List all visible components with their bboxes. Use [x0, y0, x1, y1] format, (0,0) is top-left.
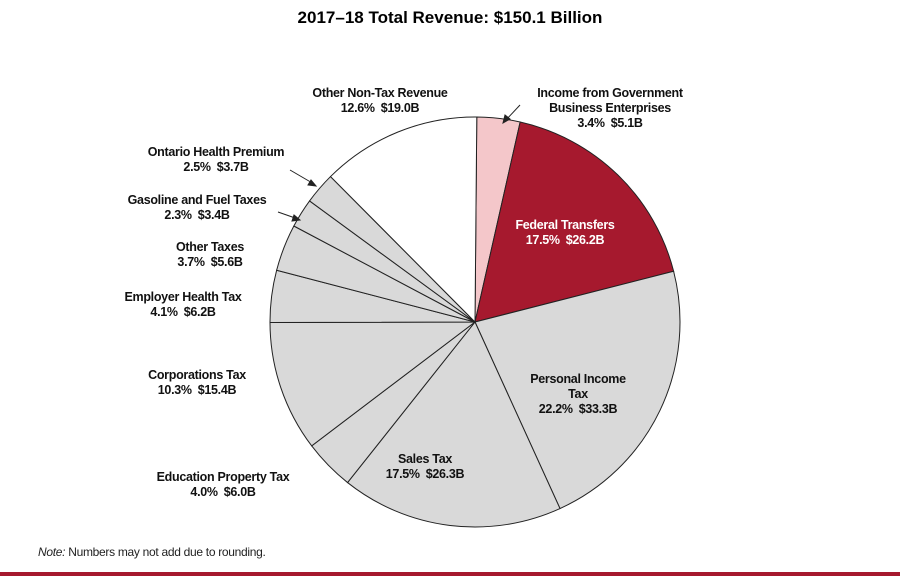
note-text: Numbers may not add due to rounding. — [68, 545, 266, 559]
slice — [346, 321, 561, 528]
amount-label: $33.3B — [578, 402, 618, 416]
slice-label: Ontario Health Premium 2.5% $3.7B — [121, 145, 311, 175]
slice-label: Corporations Tax 10.3% $15.4B — [117, 368, 277, 398]
arrow-head — [502, 114, 511, 125]
percent-label: 2.3% — [164, 208, 192, 222]
footer-rule — [0, 572, 900, 576]
slices — [269, 116, 681, 528]
category-name: Sales Tax — [397, 452, 453, 466]
category-name: Income from Government Business Enterpri… — [537, 86, 683, 115]
amount-label: $5.1B — [610, 116, 643, 130]
slice — [474, 121, 675, 323]
note-label: Note: — [38, 545, 66, 559]
amount-label: $6.0B — [223, 485, 256, 499]
chart-title: 2017–18 Total Revenue: $150.1 Billion — [297, 8, 603, 27]
slice — [269, 321, 477, 447]
percent-label: 10.3% — [157, 383, 192, 397]
category-name: Personal Income Tax — [530, 372, 626, 401]
amount-label: $5.6B — [210, 255, 243, 269]
arrows — [277, 104, 521, 222]
slice — [474, 270, 681, 510]
amount-label: $26.2B — [565, 233, 605, 247]
value-line: 17.5% $26.3B — [365, 467, 485, 482]
percent-label: 17.5% — [385, 467, 420, 481]
slice-label: Income from Government Business Enterpri… — [515, 86, 705, 131]
category-name: Corporations Tax — [148, 368, 246, 382]
slice-label: Sales Tax 17.5% $26.3B — [365, 452, 485, 482]
slice-label: Other Taxes 3.7% $5.6B — [150, 240, 270, 270]
value-line: 12.6% $19.0B — [295, 101, 465, 116]
category-name: Federal Transfers — [515, 218, 615, 232]
percent-label: 2.5% — [183, 160, 211, 174]
amount-label: $3.4B — [197, 208, 230, 222]
slice-label: Other Non-Tax Revenue 12.6% $19.0B — [295, 86, 465, 116]
value-line: 17.5% $26.2B — [515, 233, 615, 248]
percent-label: 12.6% — [340, 101, 375, 115]
value-line: 3.4% $5.1B — [515, 116, 705, 131]
amount-label: $15.4B — [197, 383, 237, 397]
amount-label: $26.3B — [425, 467, 465, 481]
amount-label: $19.0B — [380, 101, 420, 115]
category-name: Ontario Health Premium — [147, 145, 285, 159]
percent-label: 3.4% — [577, 116, 605, 130]
category-name: Gasoline and Fuel Taxes — [127, 193, 267, 207]
percent-label: 4.1% — [150, 305, 178, 319]
arrow-head — [307, 179, 318, 187]
amount-label: $3.7B — [216, 160, 249, 174]
value-line: 2.3% $3.4B — [107, 208, 287, 223]
slice-label: Federal Transfers 17.5% $26.2B — [515, 218, 615, 248]
slice-label: Education Property Tax 4.0% $6.0B — [123, 470, 323, 500]
value-line: 22.2% $33.3B — [523, 402, 633, 417]
percent-label: 22.2% — [538, 402, 573, 416]
value-line: 4.1% $6.2B — [98, 305, 268, 320]
percent-label: 4.0% — [190, 485, 218, 499]
value-line: 2.5% $3.7B — [121, 160, 311, 175]
note: Note: Numbers may not add due to roundin… — [38, 545, 266, 559]
slice-label: Gasoline and Fuel Taxes 2.3% $3.4B — [107, 193, 287, 223]
value-line: 10.3% $15.4B — [117, 383, 277, 398]
category-name: Education Property Tax — [156, 470, 290, 484]
value-line: 3.7% $5.6B — [150, 255, 270, 270]
category-name: Other Non-Tax Revenue — [312, 86, 448, 100]
category-name: Other Taxes — [175, 240, 245, 254]
amount-label: $6.2B — [183, 305, 216, 319]
percent-label: 3.7% — [177, 255, 205, 269]
percent-label: 17.5% — [525, 233, 560, 247]
slice — [329, 116, 478, 324]
slice-label: Employer Health Tax 4.1% $6.2B — [98, 290, 268, 320]
arrow-head — [291, 214, 302, 222]
value-line: 4.0% $6.0B — [123, 485, 323, 500]
slice-label: Personal Income Tax 22.2% $33.3B — [523, 372, 633, 417]
category-name: Employer Health Tax — [124, 290, 242, 304]
